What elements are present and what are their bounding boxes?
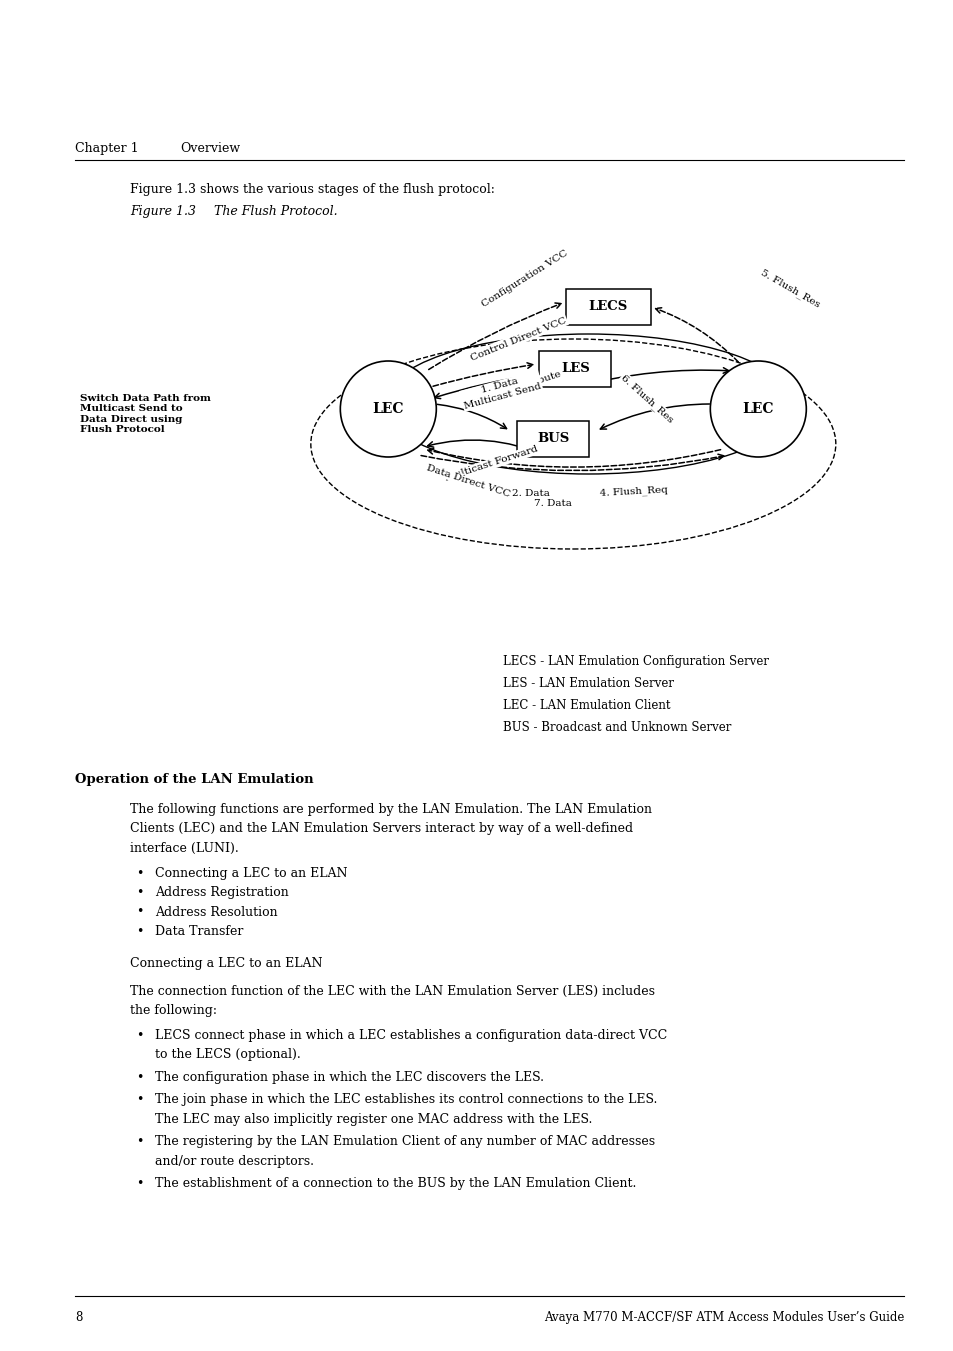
- Text: Figure 1.3: Figure 1.3: [130, 205, 195, 218]
- Text: BUS - Broadcast and Unknown Server: BUS - Broadcast and Unknown Server: [503, 721, 731, 734]
- Text: 2. Data: 2. Data: [512, 489, 550, 499]
- Text: LEC - LAN Emulation Client: LEC - LAN Emulation Client: [503, 698, 670, 712]
- Text: BUS: BUS: [537, 432, 569, 446]
- Text: 5. Flush_Res: 5. Flush_Res: [759, 267, 821, 309]
- Text: Multicast Forward: Multicast Forward: [443, 444, 538, 484]
- Text: LEC: LEC: [373, 403, 404, 416]
- Text: Clients (LEC) and the LAN Emulation Servers interact by way of a well-defined: Clients (LEC) and the LAN Emulation Serv…: [130, 823, 633, 835]
- Text: •: •: [136, 925, 144, 938]
- Text: 7. Data: 7. Data: [534, 500, 572, 508]
- Text: to the LECS (optional).: to the LECS (optional).: [154, 1048, 300, 1061]
- Bar: [517, 422, 589, 457]
- Text: The registering by the LAN Emulation Client of any number of MAC addresses: The registering by the LAN Emulation Cli…: [154, 1135, 655, 1148]
- Text: Control Distribute: Control Distribute: [468, 370, 562, 408]
- Circle shape: [710, 361, 805, 457]
- Text: The Flush Protocol.: The Flush Protocol.: [198, 205, 337, 218]
- Text: •: •: [136, 1177, 144, 1190]
- Text: LES - LAN Emulation Server: LES - LAN Emulation Server: [503, 677, 674, 690]
- Text: LECS connect phase in which a LEC establishes a configuration data-direct VCC: LECS connect phase in which a LEC establ…: [154, 1028, 666, 1042]
- Text: •: •: [136, 1070, 144, 1084]
- Text: Chapter 1: Chapter 1: [75, 142, 138, 155]
- Text: Connecting a LEC to an ELAN: Connecting a LEC to an ELAN: [130, 957, 322, 970]
- Bar: [538, 351, 611, 386]
- Text: The join phase in which the LEC establishes its control connections to the LES.: The join phase in which the LEC establis…: [154, 1093, 657, 1106]
- Text: •: •: [136, 1093, 144, 1106]
- Text: Address Registration: Address Registration: [154, 886, 289, 898]
- Text: and/or route descriptors.: and/or route descriptors.: [154, 1155, 314, 1167]
- Text: The connection function of the LEC with the LAN Emulation Server (LES) includes: The connection function of the LEC with …: [130, 985, 655, 997]
- Text: the following:: the following:: [130, 1004, 216, 1017]
- Text: The LEC may also implicitly register one MAC address with the LES.: The LEC may also implicitly register one…: [154, 1112, 592, 1125]
- Bar: [565, 289, 650, 326]
- Text: •: •: [136, 866, 144, 880]
- Text: Operation of the LAN Emulation: Operation of the LAN Emulation: [75, 773, 314, 786]
- Text: 4. Flush_Req: 4. Flush_Req: [598, 485, 667, 497]
- Text: LECS: LECS: [588, 300, 627, 313]
- Text: Connecting a LEC to an ELAN: Connecting a LEC to an ELAN: [154, 866, 347, 880]
- Text: 6. Flush_Res: 6. Flush_Res: [618, 373, 675, 426]
- Text: Switch Data Path from
Multicast Send to
Data Direct using
Flush Protocol: Switch Data Path from Multicast Send to …: [80, 394, 211, 434]
- Text: The configuration phase in which the LEC discovers the LES.: The configuration phase in which the LEC…: [154, 1070, 543, 1084]
- Text: Avaya M770 M-ACCF/SF ATM Access Modules User’s Guide: Avaya M770 M-ACCF/SF ATM Access Modules …: [543, 1310, 903, 1324]
- Text: •: •: [136, 1028, 144, 1042]
- Text: LECS - LAN Emulation Configuration Server: LECS - LAN Emulation Configuration Serve…: [503, 655, 768, 667]
- Text: •: •: [136, 886, 144, 898]
- Text: •: •: [136, 1135, 144, 1148]
- Text: Configuration VCC: Configuration VCC: [480, 249, 569, 309]
- Text: •: •: [136, 905, 144, 919]
- Text: 8: 8: [75, 1310, 82, 1324]
- Text: The following functions are performed by the LAN Emulation. The LAN Emulation: The following functions are performed by…: [130, 802, 651, 816]
- Text: Overview: Overview: [180, 142, 240, 155]
- Text: 1. Data
Multicast Send: 1. Data Multicast Send: [460, 372, 541, 411]
- Text: The establishment of a connection to the BUS by the LAN Emulation Client.: The establishment of a connection to the…: [154, 1177, 636, 1190]
- Text: interface (LUNI).: interface (LUNI).: [130, 842, 238, 855]
- Text: Data Direct VCC: Data Direct VCC: [425, 463, 511, 499]
- Text: Data Transfer: Data Transfer: [154, 925, 243, 938]
- Circle shape: [340, 361, 436, 457]
- Text: Address Resolution: Address Resolution: [154, 905, 277, 919]
- Text: LEC: LEC: [741, 403, 773, 416]
- Text: LES: LES: [560, 362, 589, 376]
- Text: Figure 1.3 shows the various stages of the flush protocol:: Figure 1.3 shows the various stages of t…: [130, 182, 495, 196]
- Text: Control Direct VCC: Control Direct VCC: [469, 316, 567, 362]
